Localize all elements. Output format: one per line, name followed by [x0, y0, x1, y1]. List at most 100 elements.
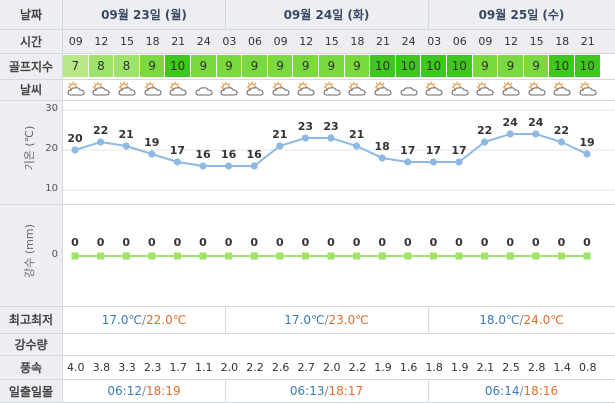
precip-data-label: 0 [558, 236, 566, 249]
temp-point [378, 154, 386, 162]
precip-point [353, 252, 361, 260]
temp-point [429, 158, 437, 166]
sun-cloud-icon [217, 79, 243, 99]
temp-y-tick: 10 [45, 183, 58, 194]
hour-cell: 15 [324, 34, 339, 48]
temp-data-label: 21 [349, 128, 364, 141]
golf-index-cell: 10 [370, 55, 396, 77]
wind-cell: 2.1 [476, 360, 495, 374]
label-time: 시간 [0, 29, 63, 53]
sunrise-time: 06:14 [484, 384, 520, 398]
temp-y-tick: 20 [45, 143, 58, 154]
precip-data-label: 0 [199, 236, 207, 249]
temp-data-label: 22 [554, 124, 569, 137]
day-header-2: 09월 24일 (화) [283, 8, 370, 22]
precip-data-label: 0 [148, 236, 156, 249]
precip-point [506, 252, 514, 260]
temp-point [557, 138, 565, 146]
hour-cell: 03 [427, 34, 442, 48]
precip-data-label: 0 [225, 236, 233, 249]
wind-cell: 1.9 [374, 360, 392, 374]
hour-cell: 21 [375, 34, 390, 48]
sun-cloud-icon [498, 79, 524, 99]
sunset-time: 18:17 [328, 384, 364, 398]
wind-cell: 2.0 [323, 360, 341, 374]
precip-point [173, 252, 181, 260]
temp-data-label: 17 [451, 144, 466, 157]
precip-data-label: 0 [97, 236, 105, 249]
precip-point [455, 252, 463, 260]
precip-point [71, 252, 79, 260]
precip-data-label: 0 [378, 236, 386, 249]
precip-point [429, 252, 437, 260]
max-temp: 24.0℃ [523, 312, 564, 327]
temp-data-label: 23 [298, 120, 313, 133]
partly-cloudy-icon [549, 79, 575, 99]
temp-point [301, 134, 309, 142]
precip-point [97, 252, 105, 260]
precip-data-label: 0 [532, 236, 540, 249]
precip-y-tick: 0 [51, 249, 58, 260]
golf-index-cell: 7 [63, 55, 89, 77]
temp-data-label: 16 [221, 148, 237, 161]
wind-cell: 2.5 [502, 360, 520, 374]
precip-data-label: 0 [276, 236, 284, 249]
precip-data-label: 0 [71, 236, 79, 249]
golf-index-cell: 9 [472, 55, 499, 77]
golf-index-cell: 9 [293, 55, 319, 77]
precip-data-label: 0 [404, 236, 412, 249]
temp-point [583, 150, 591, 158]
golf-index-cell: 8 [88, 55, 115, 77]
temp-data-label: 18 [375, 140, 390, 153]
temp-data-label: 19 [579, 136, 594, 149]
temp-data-label: 17 [170, 144, 185, 157]
max-temp: 22.0℃ [146, 312, 187, 327]
precip-point [557, 252, 565, 260]
wind-cell: 2.8 [527, 360, 546, 374]
cloud-icon [191, 79, 217, 99]
sun-cloud-icon [319, 79, 345, 99]
temp-point [225, 162, 233, 170]
precip-point [583, 252, 591, 260]
cloud-icon [396, 79, 422, 99]
label-precip-amount: 강수량 [0, 333, 63, 355]
temp-point [71, 146, 79, 154]
precip-data-label: 0 [455, 236, 463, 249]
minmax-day-1: 17.0℃/22.0℃ [101, 312, 187, 327]
precip-point [199, 252, 207, 260]
sunset-time: 18:16 [523, 384, 559, 398]
sun-cloud-icon [473, 79, 499, 99]
min-temp: 17.0℃ [284, 312, 325, 327]
golf-index-cell: 10 [395, 55, 422, 77]
precip-data-label: 0 [122, 236, 130, 249]
golf-index-cell: 9 [267, 55, 294, 77]
hour-cell: 24 [196, 34, 211, 48]
hour-cell: 15 [529, 34, 544, 48]
wind-cell: 0.8 [579, 360, 597, 374]
precip-data-label: 0 [583, 236, 591, 249]
precip-point [148, 252, 156, 260]
precip-data-label: 0 [302, 236, 310, 249]
day-header-1: 09월 23일 (월) [101, 8, 187, 22]
wind-cell: 2.2 [348, 360, 367, 374]
temp-y-tick: 30 [45, 103, 58, 114]
precip-point [301, 252, 309, 260]
partly-cloudy-icon [165, 79, 191, 99]
temp-point [455, 158, 463, 166]
minmax-day-3: 18.0℃/24.0℃ [479, 312, 564, 327]
temp-data-label: 17 [400, 144, 415, 157]
hour-cell: 21 [580, 34, 595, 48]
golf-index-cell: 9 [319, 55, 345, 77]
label-temperature-area [0, 100, 63, 204]
wind-cell: 1.7 [169, 360, 187, 374]
label-precip-area [0, 204, 63, 306]
sunrise-time: 06:12 [107, 384, 142, 398]
wind-cell: 2.2 [246, 360, 264, 374]
temp-point [481, 138, 489, 146]
day-header-3: 09월 25일 (수) [478, 8, 565, 22]
temp-point [327, 134, 335, 142]
golf-index-cell: 9 [216, 55, 243, 77]
sun-cloud-icon [421, 79, 447, 99]
golf-index-cell: 9 [191, 55, 217, 77]
precip-point [532, 252, 540, 260]
